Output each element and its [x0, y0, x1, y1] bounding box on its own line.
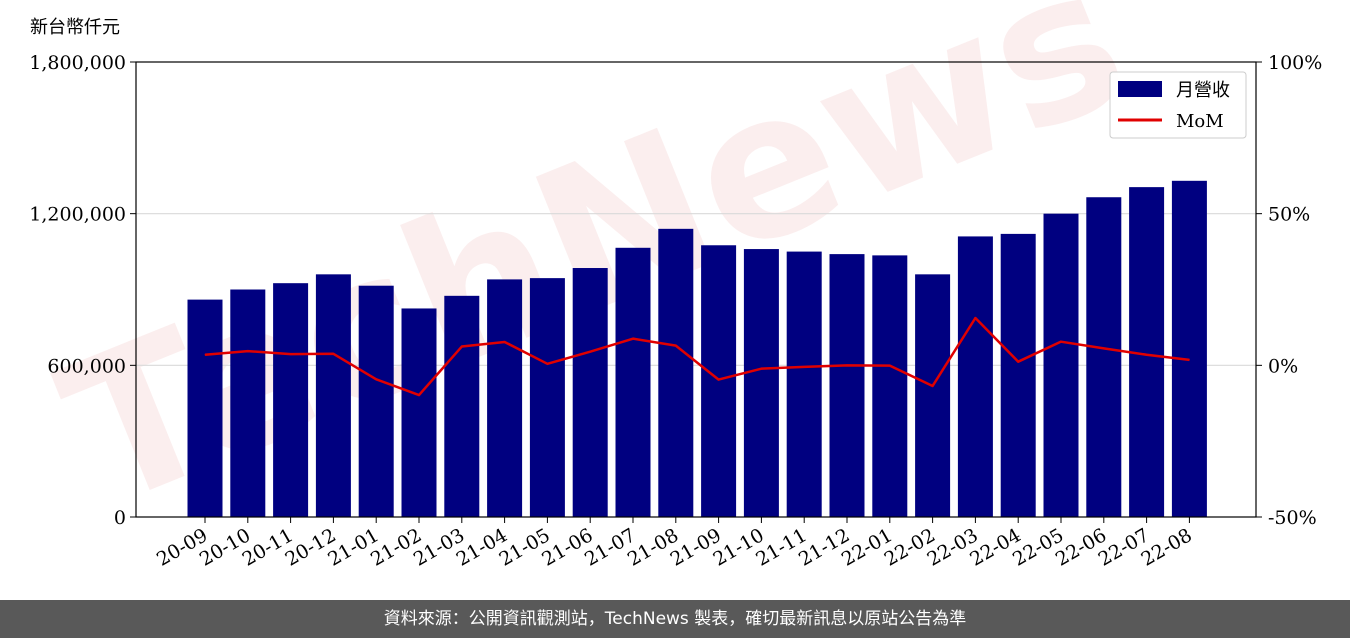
legend-swatch-bar [1118, 81, 1162, 97]
y-unit-label: 新台幣仟元 [30, 17, 120, 38]
left-axis-tick-label: 1,800,000 [29, 52, 126, 74]
revenue-bar [1000, 233, 1036, 517]
revenue-bars [187, 180, 1207, 518]
mom-point [1188, 359, 1190, 361]
revenue-bar [487, 279, 523, 517]
mom-point [247, 350, 249, 352]
mom-point [1146, 354, 1148, 356]
revenue-bar [957, 236, 993, 517]
revenue-bar [915, 274, 951, 517]
mom-point [332, 353, 334, 355]
revenue-bar [444, 295, 480, 517]
mom-point [418, 394, 420, 396]
revenue-bar [273, 283, 309, 517]
mom-point [504, 341, 506, 343]
revenue-bar [786, 251, 822, 518]
revenue-bar [401, 308, 437, 517]
mom-point [204, 354, 206, 356]
mom-point [461, 346, 463, 348]
revenue-bar [572, 268, 608, 517]
revenue-bar [358, 285, 394, 517]
source-footer: 資料來源：公開資訊觀測站，TechNews 製表，確切最新訊息以原站公告為準 [0, 600, 1350, 638]
right-axis-tick-label: 100% [1268, 52, 1322, 74]
mom-point [546, 363, 548, 365]
revenue-bar [658, 228, 694, 518]
left-axis-tick-label: 600,000 [47, 355, 126, 377]
revenue-bar [529, 278, 565, 517]
x-axis: 20-0920-1020-1120-1221-0121-0221-0321-04… [153, 517, 1196, 571]
right-axis-tick-label: 0% [1268, 355, 1298, 377]
revenue-bar [1086, 197, 1122, 517]
left-axis: 0 600,000 1,200,000 1,800,000 [29, 52, 136, 529]
mom-point [718, 379, 720, 381]
mom-point [932, 385, 934, 387]
left-axis-tick-label: 0 [114, 507, 126, 529]
mom-point [974, 317, 976, 319]
mom-point [632, 338, 634, 340]
mom-point [760, 368, 762, 370]
mom-point [675, 345, 677, 347]
legend-label-revenue: 月營收 [1176, 80, 1230, 101]
mom-point [375, 378, 377, 380]
mom-point [1060, 341, 1062, 343]
mom-series-line [204, 316, 1190, 397]
right-axis: -50% 0% 50% 100% [1256, 52, 1322, 529]
plot-frame [135, 61, 1257, 518]
revenue-bar [743, 249, 779, 518]
mom-point [803, 366, 805, 368]
mom-point [290, 353, 292, 355]
mom-point [1103, 347, 1105, 349]
revenue-bar [1171, 180, 1207, 518]
revenue-bar [187, 299, 223, 517]
revenue-bar [615, 247, 651, 517]
revenue-bar [872, 255, 908, 517]
left-axis-tick-label: 1,200,000 [29, 204, 126, 226]
right-axis-tick-label: 50% [1268, 204, 1310, 226]
mom-point [889, 365, 891, 367]
mom-point [846, 364, 848, 366]
mom-line [204, 316, 1190, 397]
legend: 月營收 MoM [1109, 71, 1247, 139]
right-axis-tick-label: -50% [1268, 507, 1317, 529]
revenue-bar [829, 254, 865, 517]
revenue-bar [230, 289, 266, 517]
x-axis-tick-label: 22-08 [1137, 524, 1195, 570]
revenue-bar [1043, 213, 1079, 517]
revenue-bar [315, 274, 351, 517]
mom-point [589, 351, 591, 353]
legend-label-mom: MoM [1176, 111, 1224, 132]
mom-point [1017, 361, 1019, 363]
revenue-bar [701, 245, 737, 517]
